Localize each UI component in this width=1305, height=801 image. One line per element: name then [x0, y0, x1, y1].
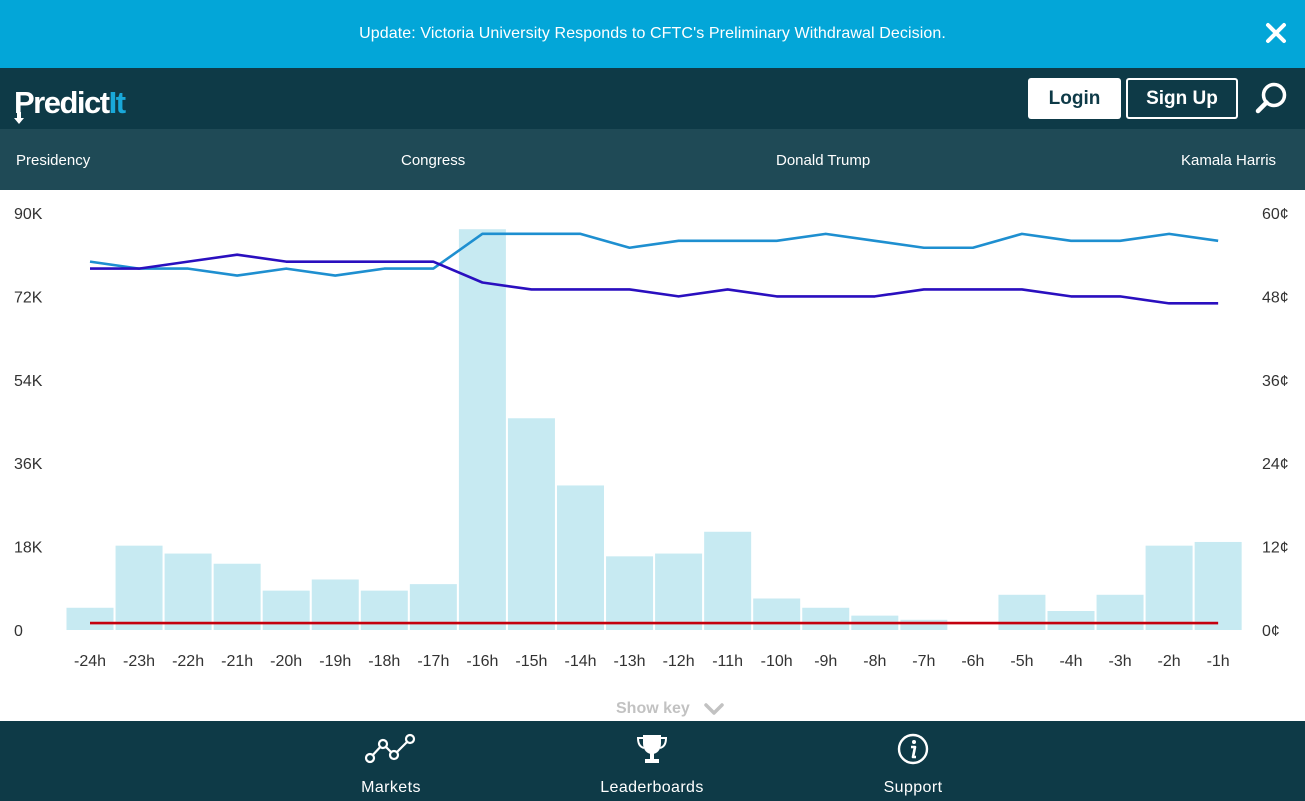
- nav-item-donald-trump[interactable]: Donald Trump: [776, 152, 871, 169]
- bottom-nav: Markets Leaderboards Support: [0, 721, 1305, 801]
- x-tick-label: -12h: [663, 653, 695, 670]
- nav-item-kamala-harris[interactable]: Kamala Harris: [1181, 152, 1277, 169]
- volume-bar: [998, 594, 1046, 630]
- x-tick-label: -23h: [123, 653, 155, 670]
- login-button[interactable]: Login: [1028, 78, 1121, 119]
- logo-it-text: It: [108, 85, 126, 120]
- x-tick-label: -16h: [466, 653, 498, 670]
- markets-icon: [364, 733, 416, 764]
- search-icon[interactable]: [1255, 81, 1289, 115]
- bottom-nav-support[interactable]: Support: [843, 721, 983, 801]
- x-tick-label: -1h: [1207, 653, 1230, 670]
- trophy-icon: [636, 735, 668, 763]
- chart-svg: 90K 72K 54K 36K 18K 0 60¢ 48¢ 36¢ 24¢ 12¢ 0¢ -24h -23…: [14, 206, 1289, 670]
- volume-bar: [655, 553, 703, 630]
- y-left-tick-label: 72K: [14, 289, 43, 306]
- x-tick-label: -11h: [712, 653, 743, 670]
- x-tick-label: -10h: [761, 653, 793, 670]
- volume-bar: [753, 598, 801, 630]
- show-key-label: Show key: [616, 700, 690, 717]
- x-tick-label: -18h: [368, 653, 400, 670]
- bottom-nav-markets-label: Markets: [361, 779, 421, 796]
- signup-button[interactable]: Sign Up: [1126, 78, 1238, 119]
- bottom-nav-markets[interactable]: Markets: [321, 721, 461, 801]
- x-tick-label: -13h: [614, 653, 646, 670]
- y-right-tick-label: 48¢: [1262, 289, 1289, 306]
- volume-bar: [557, 485, 604, 630]
- bottom-nav-support-label: Support: [883, 779, 943, 796]
- x-tick-label: -17h: [417, 653, 449, 670]
- volume-bar: [1145, 545, 1193, 630]
- y-left-tick-label: 90K: [14, 206, 43, 223]
- volume-bar: [507, 418, 555, 630]
- volume-bar: [1194, 541, 1242, 630]
- volume-bar: [66, 607, 114, 630]
- x-tick-label: -3h: [1108, 653, 1131, 670]
- nav-item-presidency[interactable]: Presidency: [16, 152, 91, 169]
- volume-bar: [606, 556, 654, 630]
- y-left-tick-label: 54K: [14, 373, 43, 390]
- x-tick-label: -20h: [270, 653, 302, 670]
- x-tick-label: -22h: [172, 653, 204, 670]
- volume-bar: [458, 229, 506, 630]
- category-nav: Presidency Congress Donald Trump Kamala …: [0, 129, 1305, 190]
- y-right-tick-label: 36¢: [1262, 373, 1289, 390]
- x-tick-label: -21h: [221, 653, 253, 670]
- x-tick-label: -6h: [961, 653, 984, 670]
- nav-item-congress[interactable]: Congress: [401, 152, 466, 169]
- x-tick-label: -15h: [515, 653, 547, 670]
- x-tick-label: -4h: [1059, 653, 1082, 670]
- volume-bar: [802, 607, 850, 630]
- logo-predict-text: Predict: [14, 85, 110, 120]
- volume-bar: [115, 545, 163, 630]
- x-tick-label: -8h: [863, 653, 886, 670]
- show-key-toggle[interactable]: Show key: [616, 698, 724, 720]
- volume-bar: [213, 563, 261, 630]
- x-tick-label: -5h: [1010, 653, 1033, 670]
- price-line-1: [89, 232, 1219, 277]
- y-right-tick-label: 60¢: [1262, 206, 1289, 223]
- y-right-tick-label: 12¢: [1262, 540, 1289, 557]
- x-tick-label: -7h: [912, 653, 935, 670]
- volume-bar: [704, 531, 752, 630]
- announcement-banner: Update: Victoria University Responds to …: [0, 0, 1305, 68]
- x-tick-label: -2h: [1158, 653, 1181, 670]
- site-header: Predict It Login Sign Up: [0, 68, 1305, 129]
- x-tick-label: -24h: [74, 653, 106, 670]
- x-tick-label: -9h: [814, 653, 837, 670]
- volume-bar: [1047, 611, 1095, 630]
- y-left-tick-label: 18K: [14, 540, 43, 557]
- logo-arrow-icon: [14, 112, 24, 124]
- y-left-tick-label: 36K: [14, 456, 43, 473]
- y-right-tick-label: 0¢: [1262, 623, 1280, 640]
- volume-bar: [311, 579, 359, 630]
- y-right-tick-label: 24¢: [1262, 456, 1289, 473]
- info-icon: [897, 733, 929, 765]
- announcement-link[interactable]: Update: Victoria University Responds to …: [359, 25, 946, 42]
- volume-bar: [1096, 594, 1144, 630]
- close-icon[interactable]: [1263, 20, 1289, 46]
- price-line-2: [90, 253, 1219, 305]
- volume-bar: [900, 619, 948, 630]
- volume-bar: [164, 553, 212, 630]
- volume-price-chart: 90K 72K 54K 36K 18K 0 60¢ 48¢ 36¢ 24¢ 12¢ 0¢ -24h -23…: [0, 190, 1305, 690]
- predictit-logo[interactable]: Predict It: [14, 85, 126, 124]
- chevron-down-icon: [704, 703, 724, 715]
- x-tick-label: -14h: [564, 653, 596, 670]
- y-left-tick-label: 0: [14, 623, 23, 640]
- bottom-nav-leaderboards[interactable]: Leaderboards: [582, 721, 722, 801]
- bottom-nav-leaderboards-label: Leaderboards: [600, 779, 704, 796]
- x-tick-label: -19h: [319, 653, 351, 670]
